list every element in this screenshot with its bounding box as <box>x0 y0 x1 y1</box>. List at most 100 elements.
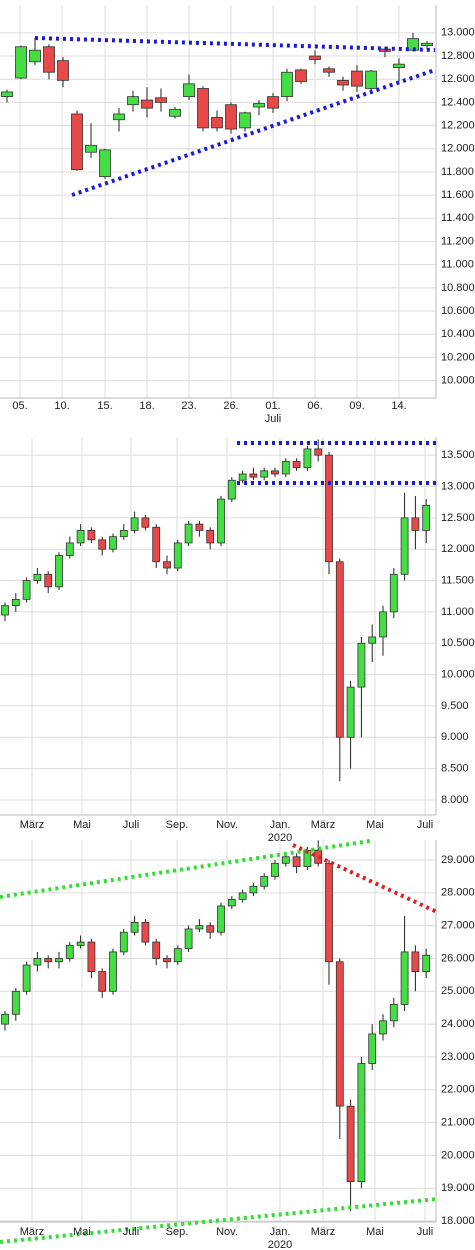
candle-body <box>44 958 53 963</box>
candle-body <box>346 1105 355 1183</box>
candle-body <box>325 862 333 963</box>
candle-body <box>335 961 344 1107</box>
candle-body <box>87 530 96 541</box>
candle-body <box>109 951 117 992</box>
x-tick-label: Juli <box>416 819 434 831</box>
candle-body <box>98 971 107 992</box>
x-tick-label: Juli <box>122 819 140 831</box>
candle-body <box>211 117 223 129</box>
y-tick-label: 12.000 <box>441 143 475 155</box>
candle-body <box>29 49 41 63</box>
candle-body <box>389 573 398 613</box>
candle-body <box>195 925 204 930</box>
y-tick-label: 11.000 <box>441 259 474 271</box>
candle-body <box>76 941 85 946</box>
candle-body <box>163 561 171 569</box>
candle-body <box>119 530 128 538</box>
candle-body <box>411 951 420 972</box>
y-tick-label: 8.500 <box>441 763 469 775</box>
candle-body <box>238 892 247 900</box>
x-tick-label: 23. <box>181 400 197 412</box>
candle-body <box>22 964 31 992</box>
trend-line <box>292 843 438 914</box>
y-tick-label: 9.500 <box>441 700 469 712</box>
candle-body <box>379 1020 387 1035</box>
candle-body <box>1 1013 9 1025</box>
candle-body <box>127 96 139 106</box>
candle-body <box>55 555 63 588</box>
candle-body <box>253 103 265 108</box>
candle-body <box>152 526 161 563</box>
candle-body <box>119 931 128 953</box>
y-tick-label: 18.000 <box>441 1215 475 1227</box>
y-tick-label: 13.000 <box>441 480 475 492</box>
candle-body <box>271 470 279 475</box>
y-tick-label: 24.000 <box>441 1018 475 1030</box>
candle-body <box>33 958 42 966</box>
y-tick-label: 9.000 <box>441 731 469 743</box>
y-tick-label: 28.000 <box>441 887 475 899</box>
candle-body <box>400 517 409 575</box>
candle-body <box>393 63 405 69</box>
candle-body <box>357 1063 366 1183</box>
candle-body <box>11 990 20 1015</box>
candle-body <box>141 99 153 109</box>
candle-body <box>249 473 258 478</box>
y-tick-label: 26.000 <box>441 952 475 964</box>
candle-body <box>217 905 225 933</box>
x-tick-label: 15. <box>97 400 113 412</box>
x-tick-label: 26. <box>223 400 239 412</box>
x-tick-label: März <box>310 819 336 831</box>
y-tick-label: 25.000 <box>441 985 475 997</box>
x-tick-label: März <box>310 1226 336 1238</box>
candle-body <box>71 113 83 171</box>
candle-body <box>184 523 193 544</box>
candle-body <box>323 68 335 73</box>
candle-body <box>281 71 293 97</box>
candle-body <box>260 876 269 887</box>
candle-body <box>152 941 161 959</box>
candle-body <box>239 112 251 129</box>
x-tick-label: Nov. <box>216 1226 238 1238</box>
candle-body <box>422 954 431 972</box>
candle-body <box>281 856 290 864</box>
candle-body <box>267 96 279 109</box>
candle-body <box>325 454 333 563</box>
y-tick-label: 29.000 <box>441 854 475 866</box>
candle-body <box>335 561 344 738</box>
candle-body <box>195 523 204 531</box>
candle-body <box>15 46 27 79</box>
candle-body <box>227 899 236 907</box>
candle-body <box>173 542 182 569</box>
x-tick-label: Juli <box>122 1226 140 1238</box>
x-tick-label: 18. <box>139 400 155 412</box>
candle-body <box>163 958 171 963</box>
candle-body <box>169 108 181 117</box>
candle-body <box>260 470 269 478</box>
y-tick-label: 19.000 <box>441 1182 475 1194</box>
candle-body <box>411 517 420 531</box>
candle-body <box>130 921 139 933</box>
y-tick-label: 11.000 <box>441 606 474 618</box>
y-tick-label: 21.000 <box>441 1116 475 1128</box>
x-tick-label: Juli <box>416 1226 434 1238</box>
candle-body <box>309 55 321 60</box>
candle-body <box>379 611 387 638</box>
candle-body <box>303 448 312 469</box>
candle-body <box>85 144 97 153</box>
y-tick-label: 10.400 <box>441 328 475 340</box>
candle-body <box>87 941 96 972</box>
y-tick-label: 12.400 <box>441 96 475 108</box>
candle-body <box>292 856 301 867</box>
x-tick-label: 10. <box>54 400 70 412</box>
y-tick-label: 10.800 <box>441 282 475 294</box>
x-tick-label: 09. <box>349 400 365 412</box>
candle-body <box>98 539 107 550</box>
y-tick-label: 10.200 <box>441 351 475 363</box>
y-tick-label: 12.000 <box>441 543 475 555</box>
candle-body <box>113 113 125 121</box>
candle-body <box>295 69 307 82</box>
x-tick-label: 14. <box>391 400 407 412</box>
candle-body <box>141 921 150 943</box>
candle-body <box>184 928 193 950</box>
